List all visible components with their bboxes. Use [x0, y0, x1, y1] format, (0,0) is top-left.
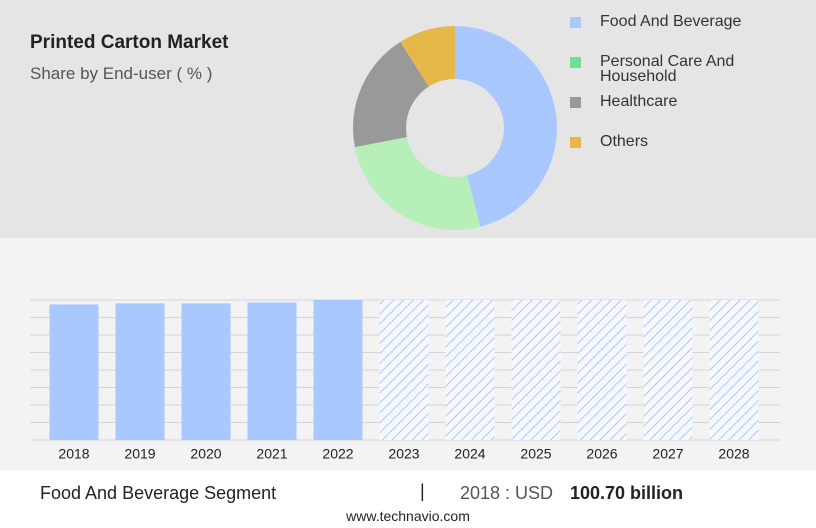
x-tick-label: 2022: [322, 446, 353, 462]
x-tick-label: 2021: [256, 446, 287, 462]
bar: [313, 300, 363, 440]
legend-swatch: [570, 57, 581, 68]
legend-label: Healthcare: [600, 93, 678, 110]
legend-item: Food And Beverage: [570, 13, 742, 30]
x-tick-label: 2020: [190, 446, 221, 462]
value-prefix: 2018 : USD: [460, 483, 554, 503]
bar: [49, 304, 99, 440]
x-tick-label: 2024: [454, 446, 485, 462]
legend-swatch: [570, 97, 581, 108]
donut-slice: [354, 137, 481, 230]
x-tick-label: 2027: [652, 446, 683, 462]
bar: [379, 300, 429, 440]
legend-item: Others: [570, 133, 649, 150]
bar: [115, 303, 165, 440]
legend-swatch: [570, 137, 581, 148]
separator: |: [420, 481, 425, 501]
x-tick-label: 2026: [586, 446, 617, 462]
bar: [709, 300, 759, 440]
bar: [643, 300, 693, 440]
title: Printed Carton Market: [30, 32, 229, 53]
subtitle: Share by End-user ( % ): [30, 64, 213, 83]
donut-slice: [455, 26, 557, 227]
x-tick-label: 2028: [718, 446, 749, 462]
x-tick-label: 2023: [388, 446, 419, 462]
x-tick-label: 2025: [520, 446, 551, 462]
x-tick-label: 2018: [58, 446, 89, 462]
legend-swatch: [570, 17, 581, 28]
segment: Food And Beverage Segment: [40, 483, 277, 503]
legend-label: Food And Beverage: [600, 13, 742, 30]
x-tick-label: 2019: [124, 446, 155, 462]
value: 100.70 billion: [570, 483, 684, 503]
donut-slice: [353, 41, 429, 148]
bar: [445, 300, 495, 440]
legend-item: Personal Care And Household: [570, 53, 760, 85]
bar: [247, 302, 297, 440]
source-url: www.technavio.com: [346, 508, 470, 524]
bar: [181, 303, 231, 440]
footer: Food And Beverage Segment | 2018 : USD 1…: [0, 480, 816, 508]
legend-label: Personal Care And Household: [600, 53, 735, 85]
bar: [511, 300, 561, 440]
legend-label: Others: [600, 133, 649, 150]
donut-slice: [400, 26, 455, 87]
legend-item: Healthcare: [570, 93, 678, 110]
bar: [577, 300, 627, 440]
